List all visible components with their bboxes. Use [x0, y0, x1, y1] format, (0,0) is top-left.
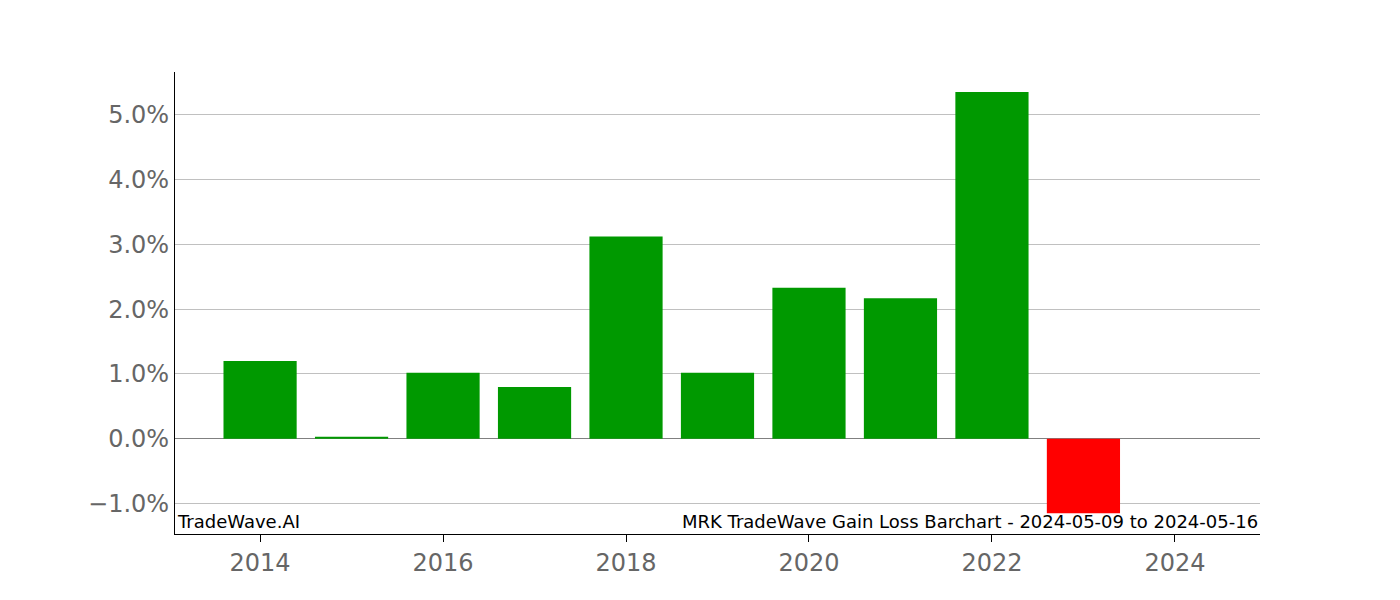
svg-text:2024: 2024	[1144, 549, 1205, 577]
svg-text:2016: 2016	[413, 549, 474, 577]
svg-text:MRK TradeWave Gain Loss Barcha: MRK TradeWave Gain Loss Barchart - 2024-…	[682, 511, 1258, 532]
svg-text:2022: 2022	[961, 549, 1022, 577]
svg-text:0.0%: 0.0%	[108, 425, 169, 453]
svg-text:5.0%: 5.0%	[108, 101, 169, 129]
svg-text:2018: 2018	[595, 549, 656, 577]
svg-text:3.0%: 3.0%	[108, 231, 169, 259]
svg-text:1.0%: 1.0%	[108, 360, 169, 388]
svg-text:−1.0%: −1.0%	[88, 490, 169, 518]
svg-text:2020: 2020	[778, 549, 839, 577]
svg-text:2.0%: 2.0%	[108, 296, 169, 324]
svg-text:TradeWave.AI: TradeWave.AI	[177, 511, 300, 532]
svg-text:4.0%: 4.0%	[108, 166, 169, 194]
svg-text:2014: 2014	[230, 549, 291, 577]
